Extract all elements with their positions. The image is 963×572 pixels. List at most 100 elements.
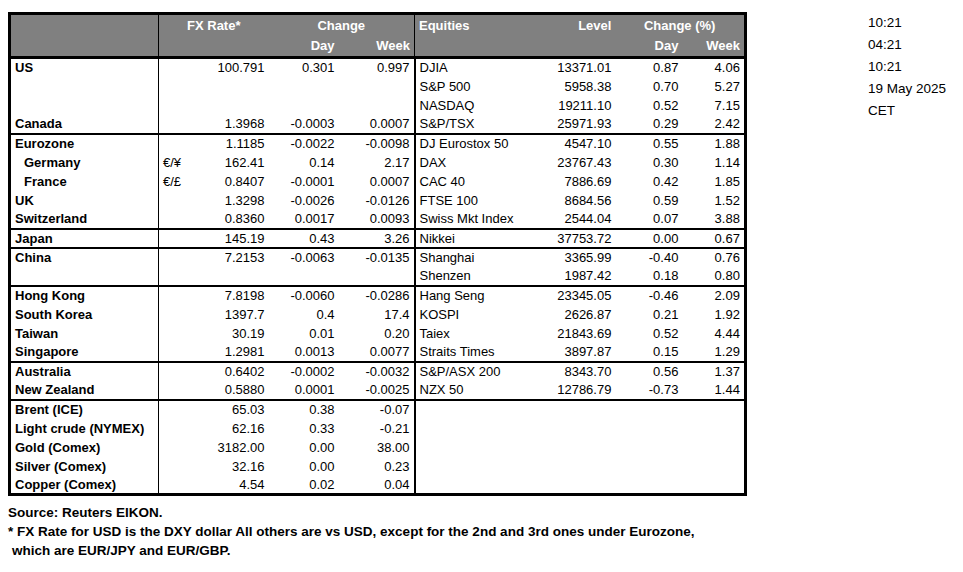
cell-eq: S&P/TSX — [415, 115, 518, 134]
header-blank-level — [517, 36, 615, 58]
cell-level — [517, 400, 615, 419]
cell-eq: Swiss Mkt Index — [415, 210, 518, 229]
cell-eq_day: -0.73 — [615, 381, 682, 400]
cell-fx_week: -0.0135 — [339, 248, 415, 267]
table-row: Brent (ICE)65.030.38-0.07 — [10, 400, 746, 419]
cell-fx: 100.791 — [195, 58, 269, 77]
timestamp-line: 10:21 — [868, 56, 946, 78]
cell-label: Germany — [10, 153, 159, 172]
table-row: Gold (Comex)3182.000.0038.00 — [10, 438, 746, 457]
cell-eq_week: 2.09 — [682, 286, 745, 305]
cell-label: South Korea — [10, 305, 159, 324]
cell-level: 2626.87 — [517, 305, 615, 324]
cell-fx: 1.2981 — [195, 343, 269, 362]
cell-sym — [159, 248, 195, 267]
cell-eq_week: 7.15 — [682, 96, 745, 115]
cell-label: Copper (Comex) — [10, 476, 159, 495]
cell-sym — [159, 457, 195, 476]
cell-fx_day: 0.301 — [269, 58, 339, 77]
cell-fx_week: -0.0032 — [339, 362, 415, 381]
table-row: Germany€/¥162.410.142.17DAX23767.430.301… — [10, 153, 746, 172]
cell-fx_week: 0.0077 — [339, 343, 415, 362]
cell-fx: 30.19 — [195, 324, 269, 343]
header-day-left: Day — [269, 36, 339, 58]
cell-eq_week: 1.37 — [682, 362, 745, 381]
cell-fx_week: 0.0007 — [339, 172, 415, 191]
table-row: France€/£0.8407-0.00010.0007CAC 407886.6… — [10, 172, 746, 191]
cell-sym — [159, 134, 195, 153]
cell-fx_week: -0.0098 — [339, 134, 415, 153]
cell-label — [10, 267, 159, 286]
cell-fx_day: -0.0063 — [269, 248, 339, 267]
cell-sym — [159, 286, 195, 305]
cell-level — [517, 457, 615, 476]
cell-fx_day — [269, 77, 339, 96]
cell-eq_day: 0.07 — [615, 210, 682, 229]
cell-label: Hong Kong — [10, 286, 159, 305]
cell-eq: Hang Seng — [415, 286, 518, 305]
cell-fx_day: -0.0026 — [269, 191, 339, 210]
cell-level: 3365.99 — [517, 248, 615, 267]
cell-fx — [195, 96, 269, 115]
cell-label: France — [10, 172, 159, 191]
cell-eq — [415, 400, 518, 419]
header-row-2: Day Week Day Week — [10, 36, 746, 58]
cell-sym — [159, 267, 195, 286]
cell-fx_day: 0.43 — [269, 229, 339, 248]
cell-sym — [159, 229, 195, 248]
cell-sym — [159, 438, 195, 457]
cell-eq_week — [682, 400, 745, 419]
cell-eq_day: 0.00 — [615, 229, 682, 248]
cell-eq — [415, 438, 518, 457]
table-row: Light crude (NYMEX)62.160.33-0.21 — [10, 419, 746, 438]
timestamp-line: 10:21 — [868, 12, 946, 34]
cell-fx: 32.16 — [195, 457, 269, 476]
cell-sym — [159, 400, 195, 419]
cell-sym — [159, 77, 195, 96]
table-row: Singapore1.29810.00130.0077Straits Times… — [10, 343, 746, 362]
cell-level: 12786.79 — [517, 381, 615, 400]
cell-eq_day: 0.42 — [615, 172, 682, 191]
cell-fx: 1.3298 — [195, 191, 269, 210]
header-week-right: Week — [682, 36, 745, 58]
cell-fx_day: 0.00 — [269, 457, 339, 476]
table-row: Japan145.190.433.26Nikkei37753.720.000.6… — [10, 229, 746, 248]
cell-fx_day: -0.0002 — [269, 362, 339, 381]
cell-eq_week: 0.67 — [682, 229, 745, 248]
cell-level: 19211.10 — [517, 96, 615, 115]
cell-fx_day: 0.14 — [269, 153, 339, 172]
cell-fx_week: 0.997 — [339, 58, 415, 77]
cell-fx: 1.1185 — [195, 134, 269, 153]
cell-fx_day: 0.33 — [269, 419, 339, 438]
cell-fx_week: -0.0286 — [339, 286, 415, 305]
cell-eq_week — [682, 419, 745, 438]
cell-eq_day — [615, 419, 682, 438]
timestamp-line: 04:21 — [868, 34, 946, 56]
cell-eq: NASDAQ — [415, 96, 518, 115]
cell-eq_week: 5.27 — [682, 77, 745, 96]
cell-eq_day: 0.15 — [615, 343, 682, 362]
table-row: US100.7910.3010.997DJIA13371.010.874.06 — [10, 58, 746, 77]
cell-level: 8343.70 — [517, 362, 615, 381]
cell-eq: DJIA — [415, 58, 518, 77]
cell-eq: KOSPI — [415, 305, 518, 324]
cell-sym — [159, 58, 195, 77]
cell-fx_day: 0.00 — [269, 438, 339, 457]
cell-fx — [195, 267, 269, 286]
cell-eq — [415, 476, 518, 495]
cell-label: Brent (ICE) — [10, 400, 159, 419]
header-equities: Equities — [415, 14, 518, 36]
cell-fx_week: 38.00 — [339, 438, 415, 457]
cell-label: Japan — [10, 229, 159, 248]
cell-fx_week — [339, 96, 415, 115]
table-row: UK1.3298-0.0026-0.0126FTSE 1008684.560.5… — [10, 191, 746, 210]
cell-eq_week: 1.92 — [682, 305, 745, 324]
table-row: China7.2153-0.0063-0.0135Shanghai3365.99… — [10, 248, 746, 267]
cell-fx_week: 0.0007 — [339, 115, 415, 134]
cell-level: 7886.69 — [517, 172, 615, 191]
cell-fx_day: -0.0060 — [269, 286, 339, 305]
header-blank-label — [10, 36, 159, 58]
cell-eq_week: 4.44 — [682, 324, 745, 343]
cell-level: 13371.01 — [517, 58, 615, 77]
header-change: Change — [269, 14, 415, 36]
